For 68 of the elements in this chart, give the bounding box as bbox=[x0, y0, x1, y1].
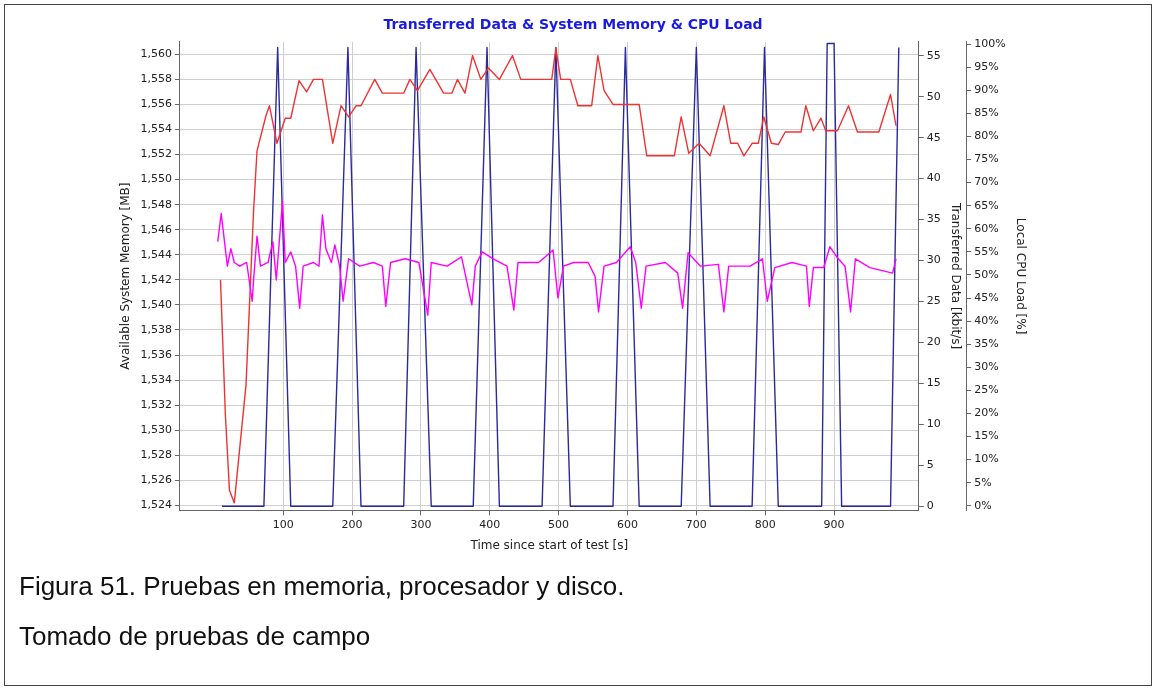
y-tick-label: 1,526 bbox=[140, 473, 172, 487]
x-tick-label: 900 bbox=[823, 517, 845, 531]
y-tick-label: 1,540 bbox=[140, 297, 172, 311]
x-tick-label: 300 bbox=[410, 517, 432, 531]
y3-tick-label: 60% bbox=[974, 221, 999, 235]
x-tick-label: 200 bbox=[341, 517, 363, 531]
y2-tick-label: 25 bbox=[926, 294, 941, 308]
y-tick-label: 1,548 bbox=[140, 197, 172, 211]
y-tick-label: 1,534 bbox=[140, 372, 172, 386]
y-tick-label: 1,544 bbox=[140, 247, 172, 261]
y3-tick-label: 35% bbox=[974, 337, 999, 351]
x-tick-label: 600 bbox=[616, 517, 638, 531]
y3-tick-label: 70% bbox=[974, 175, 999, 189]
y2-tick-label: 40 bbox=[926, 171, 941, 185]
y3-tick-label: 0% bbox=[974, 498, 992, 512]
y-tick-label: 1,558 bbox=[140, 72, 172, 86]
y2-tick-label: 15 bbox=[926, 376, 941, 390]
y-tick-label: 1,528 bbox=[140, 448, 172, 462]
y3-tick-label: 80% bbox=[974, 129, 999, 143]
text: Tomado de pruebas de campo bbox=[19, 621, 371, 652]
y2-tick-label: 35 bbox=[926, 212, 941, 226]
y2-tick-label: 50 bbox=[926, 89, 941, 103]
y3-tick-label: 30% bbox=[974, 360, 999, 374]
chart-title: Transferred Data & System Memory & CPU Load bbox=[383, 16, 763, 33]
y3-tick-label: 100% bbox=[974, 36, 1006, 50]
text: Figura 51. Pruebas en memoria, procesador y disco. bbox=[19, 571, 625, 602]
x-tick-label: 100 bbox=[272, 517, 294, 531]
y-tick-label: 1,542 bbox=[140, 272, 172, 286]
y3-tick-label: 40% bbox=[974, 313, 999, 327]
y2-tick-label: 20 bbox=[926, 335, 941, 349]
y-tick-label: 1,552 bbox=[140, 147, 172, 161]
y3-tick-label: 85% bbox=[974, 106, 999, 120]
y3-tick-label: 5% bbox=[974, 475, 992, 489]
y-tick-label: 1,546 bbox=[140, 222, 172, 236]
y3-tick-label: 55% bbox=[974, 244, 999, 258]
y3-tick-label: 15% bbox=[974, 429, 999, 443]
y-tick-label: 1,530 bbox=[140, 423, 172, 437]
y-tick-label: 1,532 bbox=[140, 398, 172, 412]
y3-tick-label: 20% bbox=[974, 406, 999, 420]
x-tick-label: 500 bbox=[548, 517, 570, 531]
x-axis-title: Time since start of test [s] bbox=[469, 537, 629, 552]
y-tick-label: 1,538 bbox=[140, 322, 172, 336]
y-tick-label: 1,556 bbox=[140, 97, 172, 111]
x-tick-label: 800 bbox=[754, 517, 776, 531]
y-tick-label: 1,554 bbox=[140, 122, 172, 136]
y3-tick-label: 65% bbox=[974, 198, 999, 212]
y3-tick-label: 75% bbox=[974, 152, 999, 166]
y3-tick-label: 95% bbox=[974, 60, 999, 74]
y3-tick-label: 25% bbox=[974, 383, 999, 397]
y3-axis-title: Local CPU Load [%] bbox=[1013, 217, 1028, 335]
y-tick-label: 1,524 bbox=[140, 498, 172, 512]
y-tick-label: 1,536 bbox=[140, 347, 172, 361]
x-tick-label: 700 bbox=[685, 517, 707, 531]
y2-tick-label: 45 bbox=[926, 130, 941, 144]
y2-tick-label: 10 bbox=[926, 417, 941, 431]
y2-tick-label: 5 bbox=[926, 458, 934, 472]
y-axis-title: Available System Memory [MB] bbox=[118, 182, 133, 370]
y-tick-label: 1,560 bbox=[140, 47, 172, 61]
y3-tick-label: 50% bbox=[974, 267, 999, 281]
x-tick-label: 400 bbox=[479, 517, 501, 531]
y2-tick-label: 30 bbox=[926, 253, 941, 267]
y2-tick-label: 0 bbox=[926, 499, 934, 513]
y3-tick-label: 45% bbox=[974, 290, 999, 304]
y-tick-label: 1,550 bbox=[140, 172, 172, 186]
y3-tick-label: 90% bbox=[974, 83, 999, 97]
y2-tick-label: 55 bbox=[926, 48, 941, 62]
y2-axis-title: Transferred Data [kbit/s] bbox=[948, 201, 963, 350]
y3-tick-label: 10% bbox=[974, 452, 999, 466]
